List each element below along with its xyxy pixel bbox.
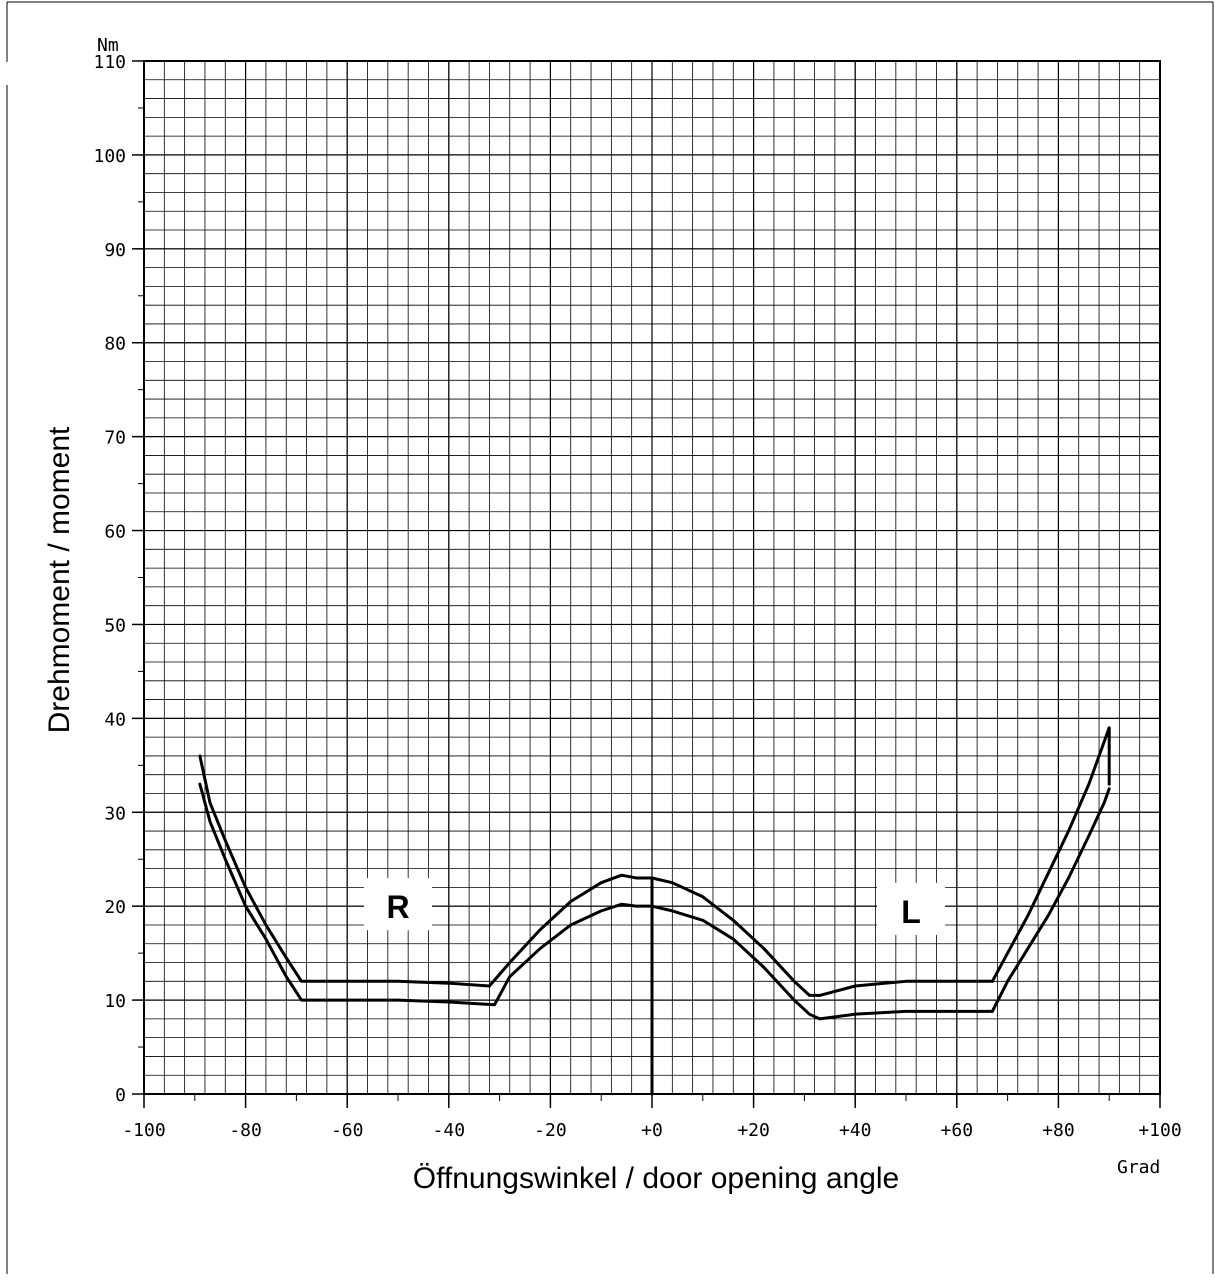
series-group [198, 726, 1111, 1096]
y-tick-label: 110 [93, 52, 126, 73]
y-tick-label: 80 [104, 334, 126, 355]
y-unit-label: Nm [97, 35, 119, 56]
y-tick-label: 0 [115, 1085, 126, 1106]
annotation-bg [364, 878, 432, 931]
annotation-label: R [386, 889, 409, 925]
series-line [990, 787, 1111, 1013]
x-axis-label: Öffnungswinkel / door opening angle [413, 1162, 899, 1195]
y-tick-label: 10 [104, 991, 126, 1012]
x-tick-label: -40 [433, 1120, 466, 1141]
annotation-bg [877, 882, 946, 935]
y-tick-label: 40 [104, 709, 126, 730]
x-tick-label: +100 [1138, 1120, 1181, 1141]
series-line [198, 782, 994, 1021]
y-tick-group: 0 10 20 30 40 50 60 70 80 90 100 110 [93, 52, 144, 1106]
y-tick-label: 30 [104, 803, 126, 824]
y-tick-label: 60 [104, 522, 126, 543]
x-unit-label: Grad [1117, 1157, 1160, 1178]
x-tick-label: +60 [941, 1120, 974, 1141]
x-tick-label: +20 [737, 1120, 770, 1141]
x-tick-label: +40 [839, 1120, 872, 1141]
series-line [990, 726, 1111, 983]
y-axis-label: Drehmoment / moment [43, 426, 76, 733]
x-tick-label: -20 [534, 1120, 567, 1141]
annotation-label: L [901, 894, 921, 930]
x-tick-label: +80 [1042, 1120, 1075, 1141]
y-tick-label: 50 [104, 615, 126, 636]
y-tick-label: 100 [93, 146, 126, 167]
x-tick-label: -80 [229, 1120, 262, 1141]
series-line [198, 754, 994, 997]
y-tick-label: 70 [104, 428, 126, 449]
y-tick-label: 20 [104, 897, 126, 918]
x-tick-label: -100 [122, 1120, 165, 1141]
y-tick-label: 90 [104, 240, 126, 261]
x-tick-label: -60 [331, 1120, 364, 1141]
x-tick-group: -100 -80 -60 -40 -20 +0 +20 +40 +60 +80 +100 [122, 1094, 1182, 1141]
x-tick-label: +0 [641, 1120, 663, 1141]
